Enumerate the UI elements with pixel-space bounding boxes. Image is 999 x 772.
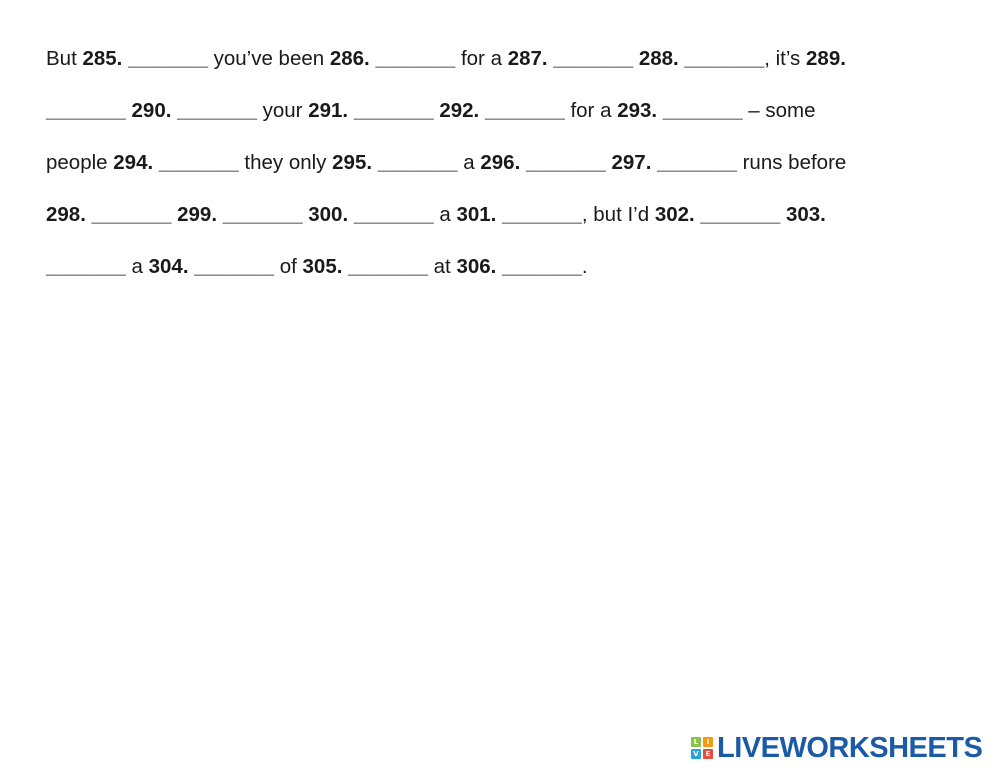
liveworksheets-logo-icon: L I V E — [691, 737, 713, 759]
text-fragment: a — [457, 151, 481, 174]
answer-blank-297[interactable]: _______ — [651, 151, 737, 174]
text-fragment: But — [46, 47, 83, 70]
question-number-291: 291. — [308, 99, 349, 122]
question-number-300: 300. — [308, 203, 349, 226]
question-number-290: 290. — [131, 99, 172, 122]
worksheet-text: But 285. _______ you’ve been 286. ______… — [46, 44, 946, 304]
text-fragment: , it’s — [764, 47, 807, 70]
question-number-304: 304. — [148, 255, 189, 278]
answer-blank-294[interactable]: _______ — [153, 151, 239, 174]
question-number-295: 295. — [332, 151, 373, 174]
text-fragment: your — [256, 99, 309, 122]
text-fragment: a — [125, 255, 149, 278]
answer-blank-288[interactable]: _______ — [678, 47, 765, 70]
text-fragment: they only — [238, 151, 333, 174]
logo-mark-l: L — [691, 737, 701, 747]
answer-blank-289[interactable]: _______ — [46, 99, 126, 122]
answer-blank-290[interactable]: _______ — [171, 99, 257, 122]
question-number-303: 303. — [785, 203, 826, 226]
question-number-302: 302. — [654, 203, 695, 226]
question-number-299: 299. — [177, 203, 218, 226]
worksheet-line-3: people 294. _______ they only 295. _____… — [46, 148, 946, 200]
answer-blank-306[interactable]: _______ — [496, 255, 582, 278]
text-fragment: at — [427, 255, 457, 278]
answer-blank-298[interactable]: _______ — [85, 203, 172, 226]
text-fragment: , but I’d — [581, 203, 655, 226]
logo-mark-i: I — [703, 737, 713, 747]
worksheet-line-5: _______ a 304. _______ of 305. _______ a… — [46, 252, 946, 304]
answer-blank-295[interactable]: _______ — [372, 151, 458, 174]
logo-mark-v: V — [691, 749, 701, 759]
answer-blank-303[interactable]: _______ — [46, 255, 126, 278]
text-fragment: for a — [564, 99, 618, 122]
text-fragment: people — [46, 151, 114, 174]
answer-blank-293[interactable]: _______ — [657, 99, 743, 122]
question-number-294: 294. — [113, 151, 154, 174]
question-number-289: 289. — [806, 47, 846, 70]
answer-blank-299[interactable]: _______ — [217, 203, 303, 226]
question-number-285: 285. — [82, 47, 123, 70]
text-fragment: – some — [742, 99, 816, 122]
logo-text: LIVEWORKSHEETS — [717, 731, 983, 764]
worksheet-line-2: _______ 290. _______ your 291. _______ 2… — [46, 96, 946, 148]
question-number-298: 298. — [46, 203, 86, 226]
liveworksheets-logo[interactable]: L I V E LIVEWORKSHEETS — [691, 731, 983, 764]
answer-blank-296[interactable]: _______ — [520, 151, 606, 174]
answer-blank-302[interactable]: _______ — [694, 203, 781, 226]
answer-blank-286[interactable]: _______ — [369, 47, 456, 70]
text-fragment: you’ve been — [207, 47, 330, 70]
text-fragment: a — [433, 203, 457, 226]
question-number-301: 301. — [456, 203, 497, 226]
question-number-286: 286. — [329, 47, 370, 70]
text-fragment: for a — [455, 47, 508, 70]
question-number-306: 306. — [456, 255, 497, 278]
question-number-287: 287. — [507, 47, 548, 70]
question-number-305: 305. — [302, 255, 343, 278]
answer-blank-300[interactable]: _______ — [348, 203, 434, 226]
text-fragment: runs before — [736, 151, 847, 174]
answer-blank-287[interactable]: _______ — [547, 47, 634, 70]
worksheet-line-4: 298. _______ 299. _______ 300. _______ a… — [46, 200, 946, 252]
question-number-288: 288. — [638, 47, 679, 70]
answer-blank-304[interactable]: _______ — [188, 255, 275, 278]
text-fragment: of — [274, 255, 303, 278]
question-number-292: 292. — [439, 99, 480, 122]
answer-blank-305[interactable]: _______ — [342, 255, 428, 278]
question-number-293: 293. — [617, 99, 658, 122]
logo-mark-e: E — [703, 749, 713, 759]
text-fragment: . — [581, 255, 588, 278]
answer-blank-292[interactable]: _______ — [479, 99, 565, 122]
question-number-296: 296. — [480, 151, 521, 174]
worksheet-line-1: But 285. _______ you’ve been 286. ______… — [46, 44, 946, 96]
answer-blank-285[interactable]: _______ — [122, 47, 208, 70]
answer-blank-301[interactable]: _______ — [496, 203, 582, 226]
question-number-297: 297. — [611, 151, 652, 174]
answer-blank-291[interactable]: _______ — [348, 99, 434, 122]
